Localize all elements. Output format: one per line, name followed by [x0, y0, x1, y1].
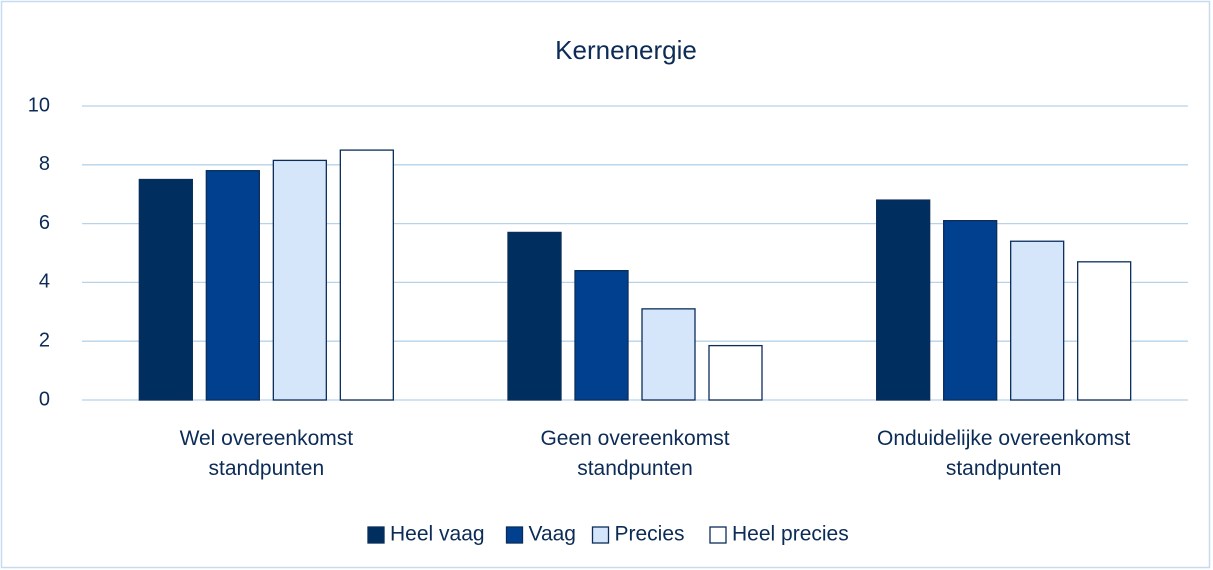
legend-swatch — [591, 526, 610, 544]
chart-title: Kernenergie — [555, 35, 697, 65]
bar — [507, 231, 562, 401]
legend-label: Vaag — [529, 523, 577, 546]
bar — [1077, 261, 1132, 401]
legend-swatch — [367, 526, 385, 544]
y-tick-label: 0 — [39, 388, 50, 410]
legend-swatch — [709, 526, 727, 544]
y-tick-label: 2 — [39, 329, 50, 351]
bar — [272, 159, 327, 401]
bar — [641, 308, 696, 401]
y-tick-label: 8 — [39, 153, 50, 175]
legend-label: Heel precies — [732, 523, 849, 546]
bar — [205, 170, 260, 401]
legend-label: Heel vaag — [390, 523, 485, 546]
bar — [943, 220, 998, 401]
legend-label: Precies — [615, 523, 685, 546]
y-tick-label: 10 — [28, 94, 50, 116]
x-tick-label: Onduidelijke overeenkomst standpunten — [877, 427, 1131, 480]
bar — [1010, 240, 1065, 401]
y-tick-label: 4 — [39, 271, 50, 293]
x-tick-label: Geen overeenkomst standpunten — [540, 427, 730, 480]
bar — [339, 149, 394, 401]
x-tick-label: Wel overeenkomst standpunten — [179, 427, 354, 480]
bar — [708, 344, 763, 401]
bar — [574, 269, 629, 401]
legend-swatch — [505, 526, 524, 544]
bar — [876, 199, 931, 401]
bar — [138, 178, 193, 401]
y-tick-label: 6 — [39, 212, 50, 234]
